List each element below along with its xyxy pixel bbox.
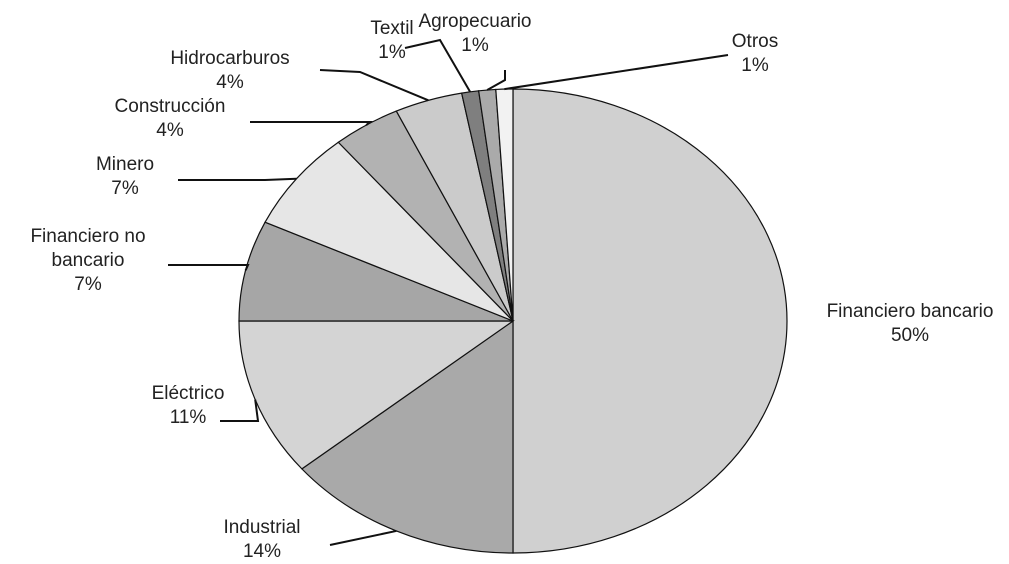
slice-percent: 1%	[741, 55, 769, 76]
slice-name: Financiero bancario	[826, 301, 994, 322]
slice-name: Textil	[370, 18, 414, 39]
slice-label: Textil 1%	[352, 17, 432, 65]
leader-line	[168, 264, 250, 271]
leader-line	[486, 70, 506, 91]
slice-name: Financiero no bancario	[30, 226, 146, 271]
slice-name: Eléctrico	[151, 383, 225, 404]
leader-line	[504, 54, 729, 91]
slice-label: Agropecuario 1%	[410, 10, 540, 58]
slice-label: Construcción 4%	[95, 95, 245, 143]
slice-percent: 50%	[890, 325, 930, 346]
leader-line	[178, 177, 297, 181]
slice-percent: 1%	[378, 42, 406, 63]
leader-line	[250, 121, 373, 126]
slice-name: Otros	[731, 31, 779, 52]
pie-slice	[512, 88, 788, 554]
pie-slice	[264, 141, 514, 322]
slice-percent: 11%	[169, 407, 207, 428]
slice-label: Industrial 14%	[192, 516, 332, 564]
slice-percent: 4%	[156, 120, 184, 141]
slice-name: Industrial	[223, 517, 301, 538]
slice-name: Hidrocarburos	[170, 48, 290, 69]
slice-label: Eléctrico 11%	[118, 382, 258, 430]
slice-name: Agropecuario	[418, 11, 532, 32]
slice-label: Hidrocarburos 4%	[150, 47, 310, 95]
slice-percent: 7%	[111, 178, 139, 199]
pie-slice	[238, 320, 515, 470]
leader-line	[220, 399, 260, 422]
slice-label: Otros 1%	[715, 30, 795, 78]
leader-line	[404, 38, 472, 93]
slice-percent: 14%	[242, 541, 282, 562]
leader-line	[329, 529, 397, 546]
slice-percent: 1%	[461, 35, 489, 56]
slice-name: Minero	[95, 154, 155, 175]
slice-label: Minero 7%	[65, 153, 185, 201]
slice-label: Financiero no bancario 7%	[3, 225, 173, 297]
slice-label: Financiero bancario 50%	[790, 300, 1009, 348]
slice-percent: 7%	[74, 274, 102, 295]
slice-percent: 4%	[216, 72, 244, 93]
slice-name: Construcción	[114, 96, 226, 117]
leader-line	[319, 69, 429, 102]
pie-slice	[495, 88, 514, 322]
